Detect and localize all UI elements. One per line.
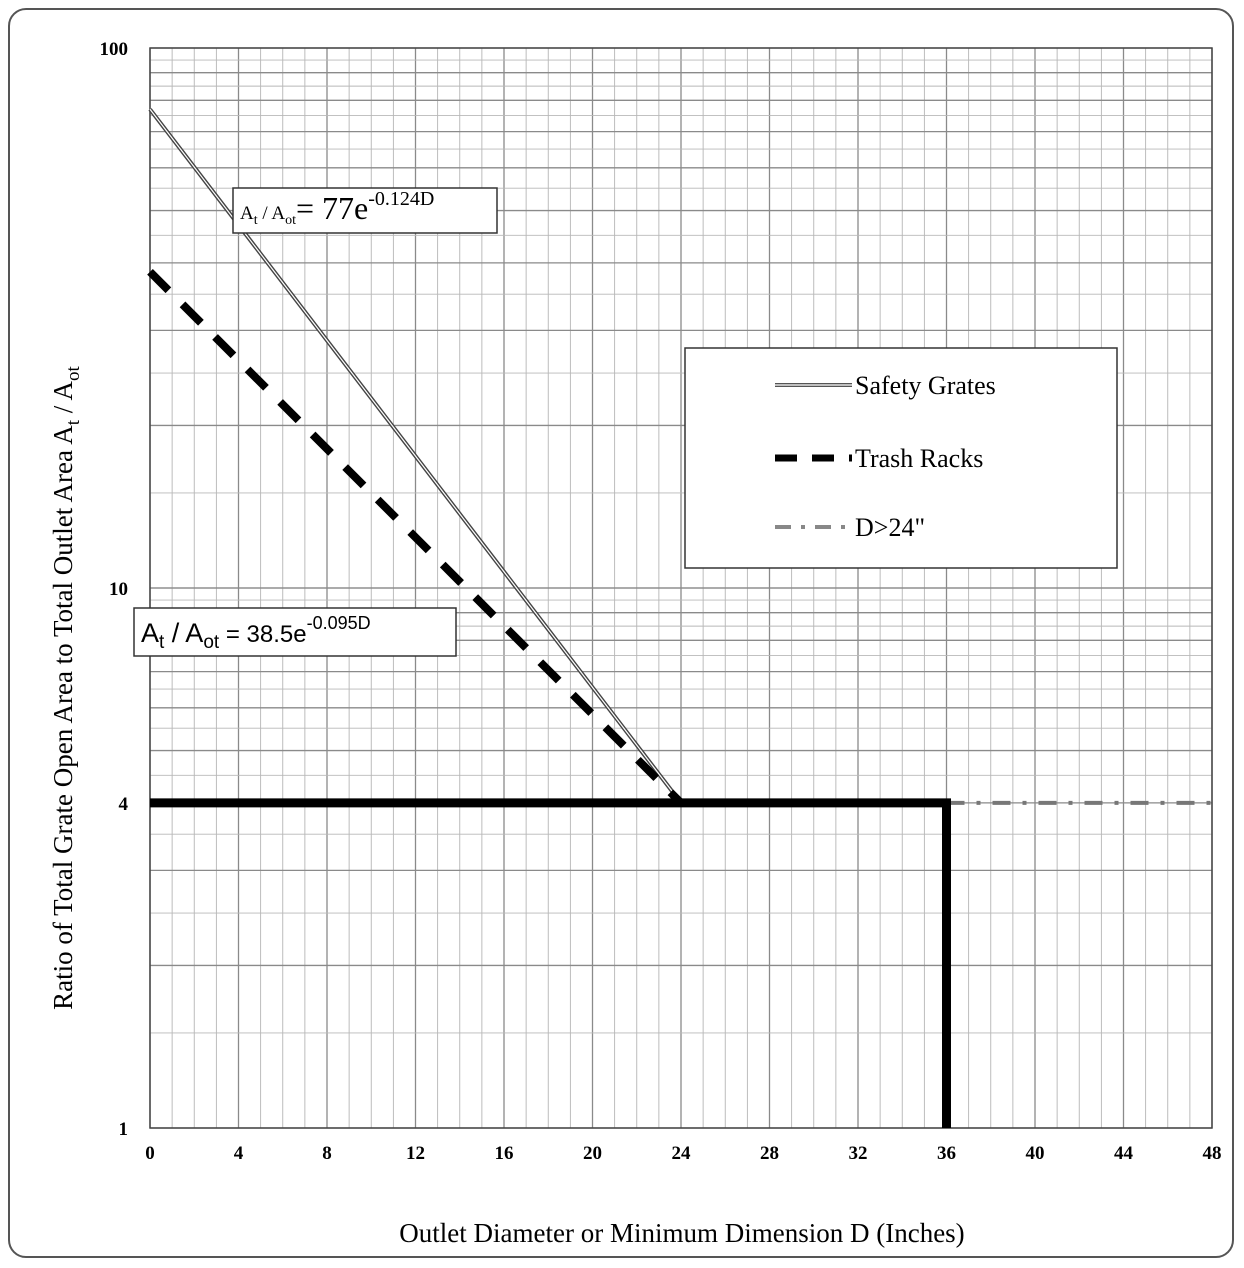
x-tick-label: 32 (849, 1143, 868, 1164)
y-tick-label: 100 (100, 39, 129, 60)
equation-safety-grates: At / Aot= 77e-0.124D (232, 187, 498, 234)
legend: Safety Grates Trash Racks D>24" (684, 347, 1118, 569)
y-tick-label: 4 (119, 794, 129, 815)
legend-label-safety-grates: Safety Grates (855, 371, 996, 400)
legend-item-d-over-24: D>24" (775, 513, 925, 542)
x-axis-label: Outlet Diameter or Minimum Dimension D (… (399, 1218, 964, 1248)
x-tick-label: 40 (1026, 1143, 1045, 1164)
equation-trash-racks: At / Aot = 38.5e-0.095D (133, 607, 457, 657)
x-tick-label: 48 (1203, 1143, 1222, 1164)
legend-item-trash-racks: Trash Racks (775, 444, 983, 473)
y-axis-label: Ratio of Total Grate Open Area to Total … (48, 365, 84, 1009)
legend-box (684, 347, 1118, 569)
x-tick-label: 12 (406, 1143, 425, 1164)
legend-label-trash-racks: Trash Racks (855, 444, 983, 473)
equation-box (133, 607, 457, 657)
x-tick-label: 24 (672, 1143, 692, 1164)
x-tick-label: 4 (234, 1143, 244, 1164)
plot-border (149, 47, 1213, 1129)
equation-box (232, 187, 498, 234)
x-tick-label: 0 (145, 1143, 155, 1164)
equation-text: At / Aot = 38.5e-0.095D (141, 613, 371, 653)
y-tick-label: 1 (119, 1119, 129, 1140)
x-tick-label: 20 (583, 1143, 602, 1164)
equation-text: At / Aot= 77e-0.124D (240, 188, 434, 228)
x-tick-label: 36 (937, 1143, 956, 1164)
x-tick-label: 8 (322, 1143, 332, 1164)
x-tick-label: 44 (1114, 1143, 1134, 1164)
legend-label-d-over-24: D>24" (855, 513, 925, 542)
legend-item-safety-grates: Safety Grates (775, 371, 996, 400)
x-tick-label: 28 (760, 1143, 779, 1164)
series-line-limit (150, 798, 951, 1128)
x-tick-label: 16 (495, 1143, 514, 1164)
series-line-trash-racks (147, 269, 684, 806)
y-tick-label: 10 (109, 579, 128, 600)
